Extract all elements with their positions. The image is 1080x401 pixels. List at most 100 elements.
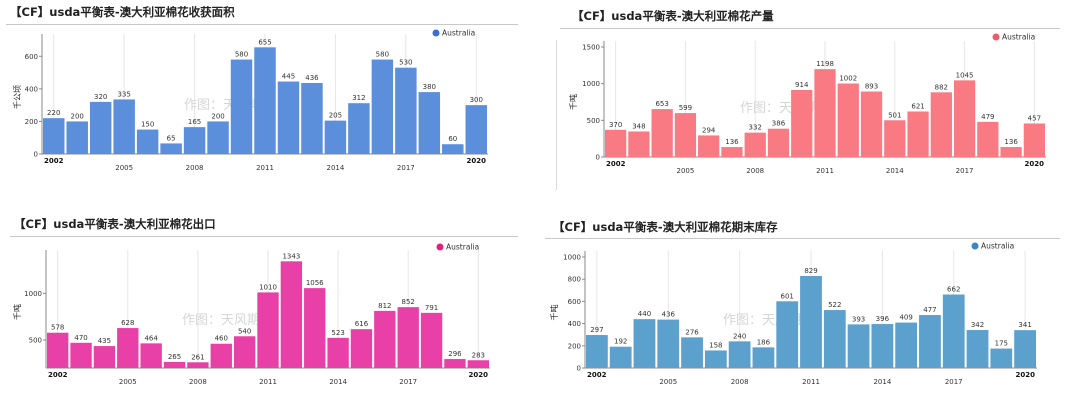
bar [301, 82, 323, 154]
x-tick-label: 2002 [44, 157, 64, 165]
x-tick-label: 2014 [886, 167, 904, 175]
bar-value-label: 599 [679, 104, 692, 112]
bar-value-label: 621 [911, 102, 924, 110]
bar [418, 92, 441, 154]
bar-value-label: 60 [448, 135, 457, 143]
bar-value-label: 320 [94, 93, 107, 101]
bar-value-label: 396 [876, 315, 890, 323]
title-divider [560, 28, 1060, 29]
bar [207, 121, 229, 154]
bar-value-label: 205 [329, 112, 342, 120]
bar-value-label: 150 [141, 121, 154, 129]
bar [348, 103, 370, 154]
bar-value-label: 791 [425, 304, 438, 312]
x-tick-label: 2014 [327, 164, 345, 172]
x-tick-label: 2017 [397, 164, 415, 172]
bar [847, 324, 870, 368]
y-axis-label: 千吨 [568, 94, 578, 110]
bar [895, 322, 918, 368]
bar-value-label: 409 [899, 314, 912, 322]
bar [371, 59, 394, 154]
bar [628, 131, 650, 157]
x-tick-label: 2011 [816, 167, 834, 175]
bar-value-label: 276 [685, 328, 699, 336]
bar-value-label: 580 [376, 51, 389, 59]
bar [930, 92, 952, 157]
bar-value-label: 436 [305, 74, 319, 82]
bar [776, 301, 799, 368]
bar-value-label: 601 [781, 292, 794, 300]
bar-value-label: 186 [757, 338, 771, 346]
legend-label: Australia [981, 242, 1014, 251]
bar [752, 347, 775, 368]
bar [728, 341, 751, 368]
bar [767, 128, 790, 157]
bar-value-label: 294 [702, 126, 716, 134]
bar [89, 101, 112, 154]
bar-value-label: 192 [614, 338, 627, 346]
bar [304, 288, 326, 368]
x-tick-label: 2014 [873, 378, 891, 386]
bar [586, 335, 608, 368]
panel-divider [556, 40, 557, 190]
bar [254, 47, 276, 155]
bar-value-label: 200 [71, 112, 84, 120]
bar-value-label: 136 [1004, 138, 1018, 146]
bar-value-label: 882 [935, 83, 948, 91]
bar-value-label: 283 [472, 351, 485, 359]
bar-value-label: 342 [971, 321, 984, 329]
legend-label: Australia [1002, 33, 1035, 42]
x-tick-label: 2008 [189, 378, 207, 386]
bar [681, 337, 703, 368]
bar-value-label: 812 [378, 302, 391, 310]
bar [721, 147, 743, 157]
bar-value-label: 386 [772, 120, 786, 128]
bar [698, 135, 720, 157]
bar [233, 336, 256, 368]
y-tick-label: 400 [25, 85, 38, 93]
bar [884, 120, 906, 157]
y-tick-label: 0 [577, 365, 581, 373]
chart-title: 【CF】usda平衡表-澳大利亚棉花期末库存 [553, 220, 778, 234]
bar [633, 319, 656, 368]
bar [117, 328, 139, 368]
x-tick-label: 2008 [746, 167, 764, 175]
bar-value-label: 829 [804, 267, 817, 275]
bar-value-label: 1002 [839, 75, 857, 83]
bar-value-label: 477 [923, 306, 936, 314]
bar [953, 80, 976, 157]
x-tick-label: 2008 [731, 378, 749, 386]
chart-panel-production: 【CF】usda平衡表-澳大利亚棉花产量 0 500 1000 1500 千吨 作图：天风… [560, 0, 1060, 195]
bar-value-label: 655 [258, 38, 271, 46]
bar-value-label: 580 [235, 51, 248, 59]
bar-value-label: 435 [98, 337, 111, 345]
bar [257, 292, 279, 368]
x-tick-label: 2005 [119, 378, 137, 386]
bar-value-label: 296 [448, 350, 462, 358]
bar [163, 361, 186, 368]
bar-value-label: 220 [47, 109, 60, 117]
legend-label: Australia [446, 243, 479, 252]
chart-title: 【CF】usda平衡表-澳大利亚棉花出口 [14, 217, 216, 231]
bar-value-label: 200 [211, 112, 224, 120]
x-tick-label: 2014 [329, 378, 347, 386]
bar [704, 350, 727, 368]
bar [374, 310, 396, 368]
bar-value-label: 1198 [816, 60, 834, 68]
bar [113, 99, 135, 154]
bar [210, 343, 232, 368]
bar [465, 105, 487, 154]
bar-value-label: 158 [709, 341, 722, 349]
bar-value-label: 261 [191, 353, 204, 361]
bar [467, 360, 489, 368]
title-divider [10, 236, 518, 237]
bar-value-label: 479 [981, 113, 994, 121]
bar [814, 69, 836, 157]
bar-value-label: 616 [355, 320, 369, 328]
bar [990, 348, 1013, 368]
bar-value-label: 522 [828, 301, 841, 309]
y-tick-label: 800 [568, 276, 581, 284]
bar [871, 324, 894, 368]
x-tick-label: 2002 [606, 160, 626, 168]
bar [43, 118, 65, 154]
